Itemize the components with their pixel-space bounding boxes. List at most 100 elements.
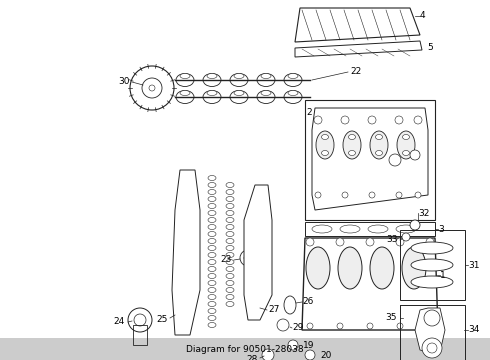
Text: 19: 19 [303,341,315,350]
Ellipse shape [207,90,217,95]
Text: 24: 24 [114,318,125,327]
Ellipse shape [288,73,298,78]
Circle shape [244,254,252,262]
Ellipse shape [257,90,275,104]
Bar [0,338,490,360]
Circle shape [315,192,321,198]
Text: 32: 32 [418,208,429,217]
Text: 29: 29 [292,324,303,333]
Circle shape [130,66,174,110]
Text: 25: 25 [157,315,168,324]
Circle shape [142,78,162,98]
Bar [400,230,465,300]
Ellipse shape [338,247,362,289]
Circle shape [424,310,440,326]
Circle shape [336,238,344,246]
Circle shape [134,314,146,326]
Circle shape [305,350,315,360]
Polygon shape [415,308,445,352]
Ellipse shape [402,135,410,139]
Circle shape [396,238,404,246]
Ellipse shape [203,73,221,86]
Text: 33: 33 [387,235,398,244]
Ellipse shape [397,131,415,159]
Circle shape [337,323,343,329]
Ellipse shape [176,73,194,86]
Circle shape [397,323,403,329]
Text: 35: 35 [386,314,397,323]
Text: 4: 4 [420,12,426,21]
Ellipse shape [343,131,361,159]
Text: 30: 30 [119,77,130,86]
Text: 2: 2 [306,108,312,117]
Ellipse shape [261,73,271,78]
Ellipse shape [230,90,248,104]
Circle shape [368,116,376,124]
Ellipse shape [176,90,194,104]
Polygon shape [172,170,200,335]
Circle shape [426,238,434,246]
Bar [305,222,435,236]
Ellipse shape [306,247,330,289]
Polygon shape [244,185,272,320]
Circle shape [128,308,152,332]
Ellipse shape [230,73,248,86]
Circle shape [395,116,403,124]
Bar [400,305,465,360]
Circle shape [240,250,256,266]
Ellipse shape [375,150,383,156]
Text: 31: 31 [468,261,480,270]
Circle shape [288,340,298,350]
Ellipse shape [316,131,334,159]
Ellipse shape [370,131,388,159]
Circle shape [414,116,422,124]
Text: 1: 1 [440,270,446,279]
Text: 34: 34 [468,325,479,334]
Text: 27: 27 [268,306,279,315]
Circle shape [427,323,433,329]
Ellipse shape [321,150,328,156]
Ellipse shape [234,90,244,95]
Circle shape [277,319,289,331]
Text: 3: 3 [438,225,444,234]
Ellipse shape [257,73,275,86]
Ellipse shape [370,247,394,289]
Ellipse shape [411,242,453,254]
Circle shape [402,233,410,241]
Bar [133,325,147,345]
Circle shape [396,192,402,198]
Circle shape [314,116,322,124]
Ellipse shape [180,90,190,95]
Ellipse shape [402,247,426,289]
Circle shape [410,150,420,160]
Circle shape [410,220,420,230]
Ellipse shape [375,135,383,139]
Ellipse shape [234,73,244,78]
Circle shape [307,323,313,329]
Text: 20: 20 [320,351,331,360]
Ellipse shape [348,150,356,156]
Circle shape [427,343,437,353]
Ellipse shape [180,73,190,78]
Ellipse shape [348,135,356,139]
Ellipse shape [284,90,302,104]
Ellipse shape [207,73,217,78]
Circle shape [389,154,401,166]
Text: 28: 28 [246,356,258,360]
Text: 5: 5 [427,44,433,53]
Ellipse shape [261,90,271,95]
Ellipse shape [321,135,328,139]
Ellipse shape [284,73,302,86]
Text: 23: 23 [220,256,232,265]
Circle shape [415,192,421,198]
Bar [305,100,435,220]
Circle shape [149,85,155,91]
Polygon shape [302,238,438,330]
Circle shape [366,238,374,246]
Circle shape [262,349,274,360]
Circle shape [367,323,373,329]
Text: 22: 22 [350,68,361,77]
Circle shape [342,192,348,198]
Ellipse shape [402,150,410,156]
Ellipse shape [203,90,221,104]
